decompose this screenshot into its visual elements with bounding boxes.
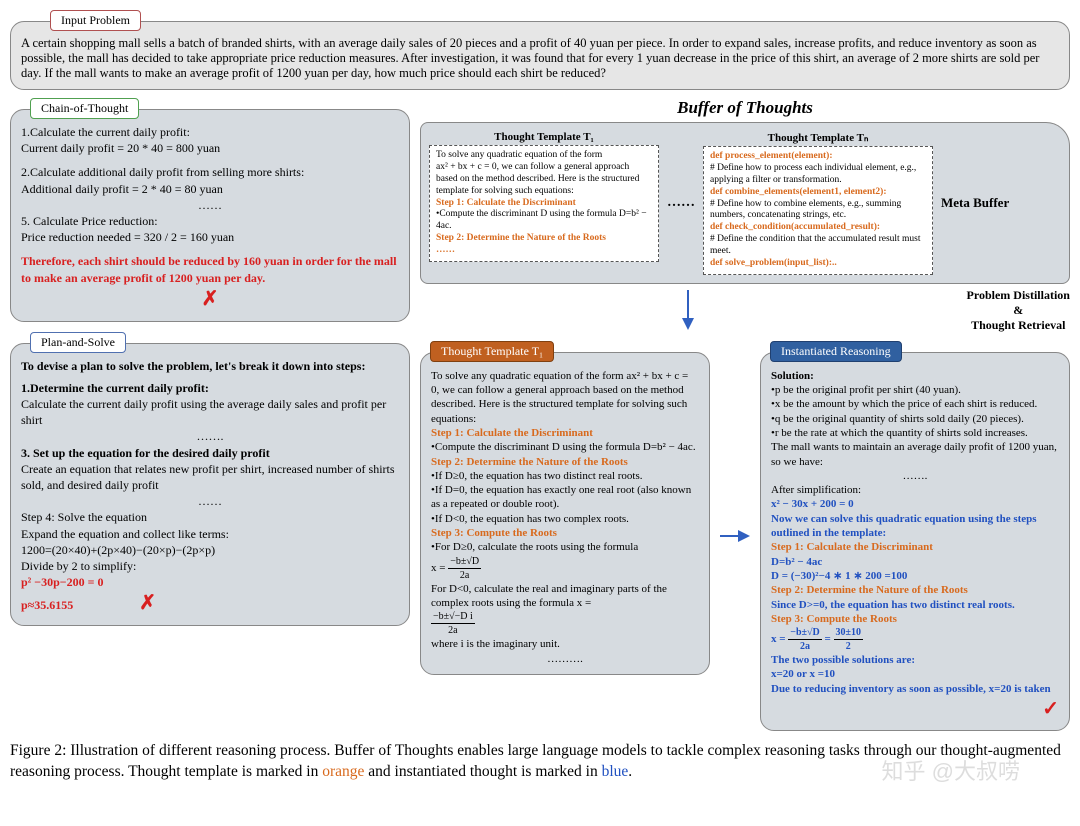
t1f-line: •If D=0, the equation has exactly one re…: [431, 483, 699, 512]
pas-line: Divide by 2 to simplify:: [21, 558, 399, 574]
pas-line: Create an equation that relates new prof…: [21, 461, 399, 493]
t1f-formula: x = −b±√D2a: [431, 555, 699, 582]
cot-tag: Chain-of-Thought: [30, 98, 139, 119]
t1-dots: ……: [436, 245, 455, 255]
ir-sol: Solution:: [771, 369, 1059, 383]
t1f-line: •Compute the discriminant D using the fo…: [431, 440, 699, 454]
ir-dots: …….: [771, 469, 1059, 483]
t1f-line: where i is the imaginary unit.: [431, 637, 699, 651]
ir-line: •p be the original profit per shirt (40 …: [771, 383, 1059, 397]
cot-dots: ……: [21, 197, 399, 213]
cross-icon: ✗: [202, 288, 219, 310]
t1-full-tag: Thought Template T₁: [430, 341, 554, 362]
cot-conclusion: Therefore, each shirt should be reduced …: [21, 253, 399, 285]
cot-line: Current daily profit = 20 * 40 = 800 yua…: [21, 140, 399, 156]
t1-line: •Compute the discriminant D using the fo…: [436, 209, 647, 231]
ir-line: The mall wants to maintain an average da…: [771, 440, 1059, 469]
ir-line: After simplification:: [771, 483, 1059, 497]
ir-line: Since D>=0, the equation has two distinc…: [771, 598, 1059, 612]
t1f-formula: −b±√−D i2a: [431, 610, 699, 637]
cot-line: Additional daily profit = 2 * 40 = 80 yu…: [21, 181, 399, 197]
t1-step: Step 1: Calculate the Discriminant: [436, 198, 576, 208]
bot-title: Buffer of Thoughts: [420, 98, 1070, 118]
t1f-line: To solve any quadratic equation of the f…: [431, 369, 699, 426]
ir-eq: x² − 30x + 200 = 0: [771, 497, 1059, 511]
t1f-line: •If D≥0, the equation has two distinct r…: [431, 469, 699, 483]
ir-formula: x = −b±√D2a = 30±102: [771, 626, 1059, 653]
ir-line: Due to reducing inventory as soon as pos…: [771, 682, 1059, 696]
pas-eq: 1200=(20×40)+(2p×40)−(20×p)−(2p×p): [21, 542, 399, 558]
tn-code: def process_element(element):: [710, 151, 832, 161]
ir-line: Now we can solve this quadratic equation…: [771, 512, 1059, 541]
pas-intro: To devise a plan to solve the problem, l…: [21, 358, 399, 374]
cot-line: 1.Calculate the current daily profit:: [21, 124, 399, 140]
tn-code: def check_condition(accumulated_result):: [710, 222, 880, 232]
ir-step: Step 2: Determine the Nature of the Root…: [771, 583, 1059, 597]
t1f-step: Step 3: Compute the Roots: [431, 526, 699, 540]
cot-line: 2.Calculate additional daily profit from…: [21, 164, 399, 180]
t1-line: To solve any quadratic equation of the f…: [436, 150, 602, 160]
ir-step: Step 1: Calculate the Discriminant: [771, 540, 1059, 554]
template-tn: def process_element(element): # Define h…: [703, 146, 933, 275]
arrow-label: Problem Distillation & Thought Retrieval: [967, 288, 1070, 333]
t1-full-box: To solve any quadratic equation of the f…: [420, 352, 710, 675]
ir-line: •x be the amount by which the price of e…: [771, 397, 1059, 411]
pas-step: 1.Determine the current daily profit:: [21, 380, 399, 396]
tn-code: def solve_problem(input_list):..: [710, 258, 837, 268]
ir-step: Step 3: Compute the Roots: [771, 612, 1059, 626]
t1f-step: Step 2: Determine the Nature of the Root…: [431, 455, 699, 469]
check-icon: ✓: [1042, 698, 1059, 720]
dots-icon: ……: [663, 195, 699, 211]
ir-line: •q be the original quantity of shirts so…: [771, 412, 1059, 426]
tn-title: Thought Template Tₙ: [703, 131, 933, 144]
pas-step: Step 4: Solve the equation: [21, 509, 399, 525]
t1f-line: •For D≥0, calculate the roots using the …: [431, 540, 699, 554]
t1f-line: For D<0, calculate the real and imaginar…: [431, 582, 699, 611]
pas-eq: p² −30p−200 = 0: [21, 574, 399, 590]
template-t1: To solve any quadratic equation of the f…: [429, 145, 659, 262]
t1f-step: Step 1: Calculate the Discriminant: [431, 426, 699, 440]
input-box: A certain shopping mall sells a batch of…: [10, 21, 1070, 90]
figure-caption: Figure 2: Illustration of different reas…: [10, 741, 1070, 783]
meta-buffer-label: Meta Buffer: [937, 195, 1013, 211]
ir-box: Solution: •p be the original profit per …: [760, 352, 1070, 731]
pas-line: Expand the equation and collect like ter…: [21, 526, 399, 542]
t1-line: ax² + bx + c = 0, we can follow a genera…: [436, 162, 639, 196]
tn-code: def combine_elements(element1, element2)…: [710, 187, 886, 197]
t1-step: Step 2: Determine the Nature of the Root…: [436, 233, 606, 243]
cot-line: 5. Calculate Price reduction:: [21, 213, 399, 229]
cot-box: 1.Calculate the current daily profit: Cu…: [10, 109, 410, 322]
down-arrow-icon: [678, 290, 698, 330]
t1f-line: •If D<0, the equation has two complex ro…: [431, 512, 699, 526]
t1f-dots: ……….: [431, 652, 699, 666]
pas-eq: p≈35.6155: [21, 598, 73, 612]
input-text: A certain shopping mall sells a batch of…: [21, 36, 1039, 80]
ir-line: x=20 or x =10: [771, 667, 1059, 681]
cross-icon: ✗: [139, 592, 156, 614]
t1-title: Thought Template T₁: [429, 131, 659, 143]
tn-comment: # Define how to process each individual …: [710, 163, 916, 185]
pas-tag: Plan-and-Solve: [30, 332, 126, 353]
pas-dots: ……: [21, 493, 399, 509]
input-tag: Input Problem: [50, 10, 141, 31]
ir-line: •r be the rate at which the quantity of …: [771, 426, 1059, 440]
tn-comment: # Define the condition that the accumula…: [710, 234, 921, 256]
pas-box: To devise a plan to solve the problem, l…: [10, 343, 410, 627]
pas-step: 3. Set up the equation for the desired d…: [21, 445, 399, 461]
pas-line: Calculate the current daily profit using…: [21, 396, 399, 428]
pas-dots: …….: [21, 428, 399, 444]
ir-line: The two possible solutions are:: [771, 653, 1059, 667]
ir-line: D = (−30)²−4 ∗ 1 ∗ 200 =100: [771, 569, 1059, 583]
tn-comment: # Define how to combine elements, e.g., …: [710, 199, 901, 221]
right-arrow-icon: [720, 436, 750, 636]
meta-buffer-panel: Thought Template T₁ To solve any quadrat…: [420, 122, 1070, 284]
ir-line: D=b² − 4ac: [771, 555, 1059, 569]
cot-line: Price reduction needed = 320 / 2 = 160 y…: [21, 229, 399, 245]
ir-tag: Instantiated Reasoning: [770, 341, 902, 362]
